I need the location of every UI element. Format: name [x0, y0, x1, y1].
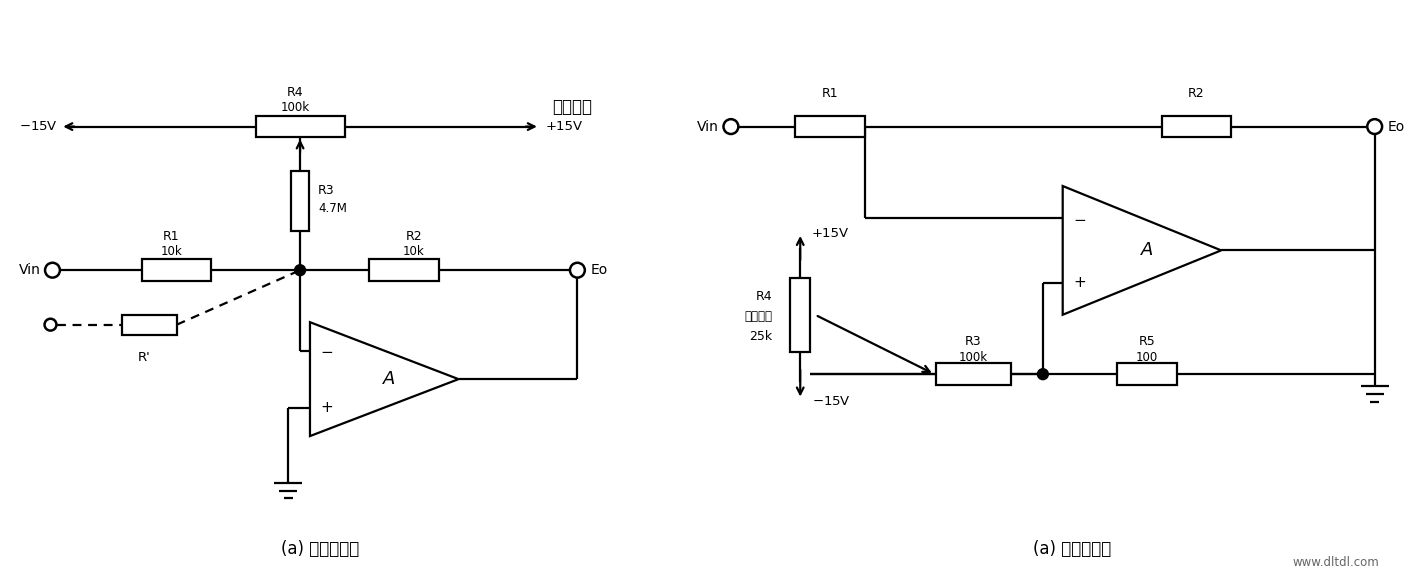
Circle shape — [1038, 369, 1049, 380]
Bar — [1161, 115, 1232, 137]
Text: (a) 同相端调零: (a) 同相端调零 — [1033, 541, 1112, 559]
Text: 10k: 10k — [404, 245, 425, 258]
Text: Vin: Vin — [18, 263, 41, 277]
Circle shape — [569, 263, 585, 278]
Bar — [256, 115, 344, 137]
Text: $+$: $+$ — [1073, 275, 1085, 290]
Text: 100k: 100k — [959, 351, 988, 364]
Text: 失调调整: 失调调整 — [745, 310, 772, 323]
Circle shape — [45, 263, 60, 278]
Text: R': R' — [138, 351, 150, 364]
Bar — [1118, 363, 1177, 385]
Text: R1: R1 — [821, 87, 838, 100]
Text: Eo: Eo — [591, 263, 607, 277]
Text: (a) 反相端调零: (a) 反相端调零 — [281, 541, 359, 559]
Text: $A$: $A$ — [382, 370, 396, 388]
Text: $A$: $A$ — [1140, 241, 1154, 259]
Text: $-$15V: $-$15V — [813, 395, 851, 408]
Circle shape — [1367, 119, 1382, 134]
Text: $+$: $+$ — [321, 400, 333, 415]
Circle shape — [45, 319, 56, 331]
Bar — [142, 259, 211, 281]
Text: R3: R3 — [966, 335, 981, 349]
Text: 失调调整: 失调调整 — [553, 98, 593, 116]
Text: Vin: Vin — [697, 119, 718, 133]
Text: R4: R4 — [756, 291, 772, 303]
Bar — [291, 171, 309, 231]
Text: Eo: Eo — [1388, 119, 1405, 133]
Circle shape — [295, 264, 305, 276]
Text: R3: R3 — [318, 184, 335, 197]
Bar — [796, 115, 865, 137]
Text: 10k: 10k — [160, 245, 183, 258]
Circle shape — [724, 119, 738, 134]
Text: 100: 100 — [1136, 351, 1159, 364]
Bar — [370, 259, 439, 281]
Text: R2: R2 — [406, 230, 422, 244]
Text: 4.7M: 4.7M — [318, 202, 347, 215]
Bar — [790, 278, 810, 352]
Text: $-$: $-$ — [1073, 211, 1085, 226]
Text: R4: R4 — [287, 86, 304, 99]
Text: 100k: 100k — [281, 101, 309, 114]
Text: +15V: +15V — [546, 120, 583, 133]
Text: R5: R5 — [1139, 335, 1156, 349]
Text: www.dltdl.com: www.dltdl.com — [1294, 556, 1379, 569]
Bar — [936, 363, 1011, 385]
Text: R2: R2 — [1188, 87, 1205, 100]
Text: $-$15V: $-$15V — [18, 120, 58, 133]
Text: 25k: 25k — [749, 330, 772, 343]
Text: $-$: $-$ — [321, 343, 333, 358]
Text: R1: R1 — [163, 230, 180, 244]
Bar — [122, 315, 177, 335]
Text: +15V: +15V — [813, 227, 849, 240]
